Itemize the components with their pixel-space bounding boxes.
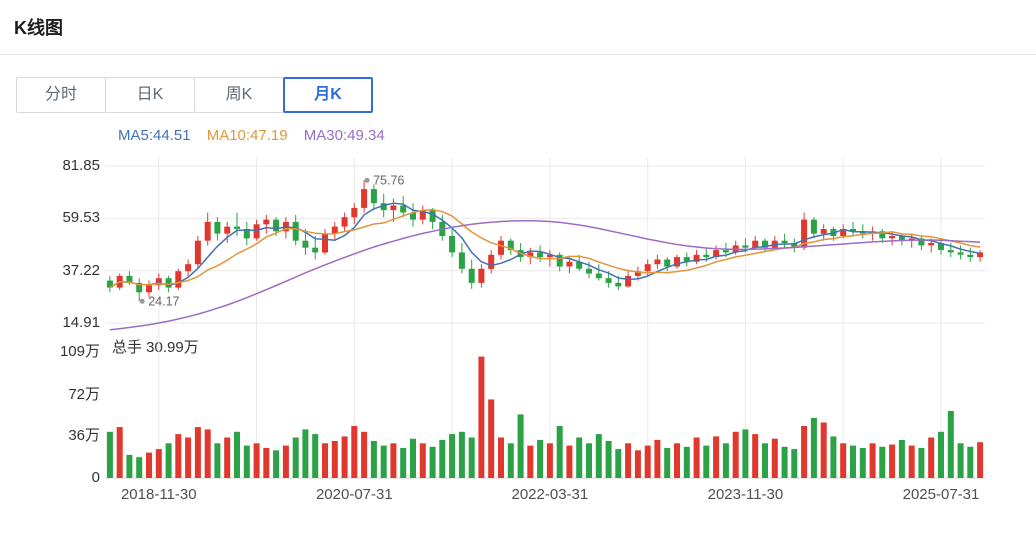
ma-legend: MA5:44.51 MA10:47.19 MA30:49.34 <box>118 127 397 144</box>
header-divider <box>0 54 1036 55</box>
price-axis-tick: 37.22 <box>62 261 100 279</box>
date-axis-tick: 2018-11-30 <box>120 486 197 503</box>
date-axis-tick: 2025-07-31 <box>902 486 980 503</box>
period-tabs: 分时 日K 周K 月K <box>16 77 373 113</box>
ma10-value: MA10:47.19 <box>206 127 288 144</box>
svg-text:75.76: 75.76 <box>373 173 404 187</box>
volume-axis-tick: 72万 <box>68 385 100 403</box>
date-axis-tick: 2020-07-31 <box>315 486 393 503</box>
tab-minute[interactable]: 分时 <box>16 77 106 113</box>
volume-axis-tick: 36万 <box>68 427 100 445</box>
price-axis-tick: 59.53 <box>62 209 100 227</box>
svg-text:24.17: 24.17 <box>148 294 179 308</box>
volume-label: 总手 30.99万 <box>112 339 199 356</box>
page-title: K线图 <box>14 18 63 38</box>
volume-axis-tick: 0 <box>91 469 100 486</box>
tab-weekly[interactable]: 周K <box>194 77 284 113</box>
price-axis-tick: 81.85 <box>62 157 100 174</box>
price-axis-tick: 14.91 <box>62 314 100 331</box>
date-axis-tick: 2023-11-30 <box>707 486 784 503</box>
volume-axis-tick: 109万 <box>59 343 100 360</box>
date-axis-tick: 2022-03-31 <box>511 486 589 503</box>
ma30-value: MA30:49.34 <box>303 127 385 144</box>
tab-monthly[interactable]: 月K <box>283 77 373 113</box>
ma5-value: MA5:44.51 <box>118 127 191 144</box>
tab-daily[interactable]: 日K <box>105 77 195 113</box>
